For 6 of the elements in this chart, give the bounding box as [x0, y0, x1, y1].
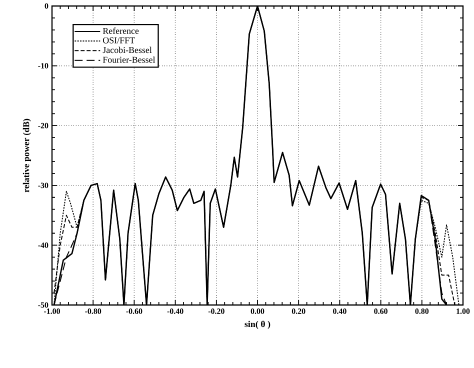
- legend-label: Fourier-Bessel: [102, 56, 156, 63]
- x-axis-title: sin( θ ): [244, 320, 270, 329]
- legend-label: OSI/FFT: [103, 37, 135, 44]
- legend-label: Jacobi-Bessel: [102, 46, 152, 54]
- y-axis-title: relative power (dB): [22, 118, 32, 192]
- legend-label: Reference: [102, 28, 139, 34]
